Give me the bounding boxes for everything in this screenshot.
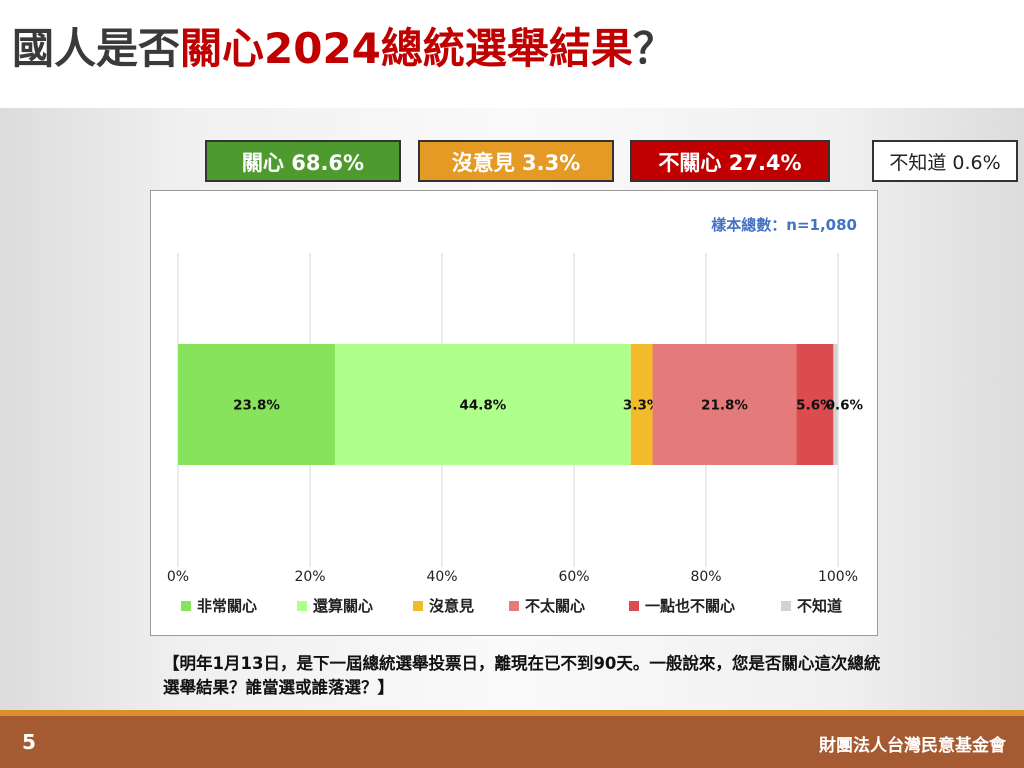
legend-swatch [509,601,519,611]
bar-data-label: 44.8% [459,398,506,414]
survey-question: 【明年1月13日，是下一屆總統選舉投票日，離現在已不到90天。一般說來，您是否關… [163,654,881,697]
summary-not-care-box: 不關心 27.4% [630,140,830,182]
organization-name: 財團法人台灣民意基金會 [819,736,1006,756]
title-prefix: 國人是否 [12,24,181,73]
bar-segment [178,344,336,465]
page-title: 國人是否關心2024總統選舉結果？ [12,14,675,84]
summary-neutral-box: 沒意見 3.3% [418,140,614,182]
sample-size-label: 樣本總數：n=1,080 [711,216,857,234]
summary-dont-know-box: 不知道 0.6% [872,140,1018,182]
legend-label: 不知道 [797,597,842,615]
x-tick-label: 0% [167,569,189,585]
x-tick-label: 100% [818,569,858,585]
bar-data-label: 23.8% [233,398,280,414]
bar-segment [796,344,834,465]
legend-swatch [297,601,307,611]
bar-data-label: 5.6% [796,398,834,414]
legend-swatch [781,601,791,611]
bar-data-label: 21.8% [701,398,748,414]
legend-swatch [181,601,191,611]
bar-segment [833,344,838,465]
footer-bar: 5 財團法人台灣民意基金會 [0,716,1024,768]
x-tick-label: 40% [426,569,457,585]
legend-label: 沒意見 [429,597,474,615]
legend-label: 非常關心 [197,597,257,615]
bar-data-label: 3.3% [623,398,661,414]
summary-care-box: 關心 68.6% [205,140,401,182]
stacked-bar-chart: 樣本總數：n=1,080 0% 20% 40% 60% 80% 100% 23.8% 44.8%… [167,216,864,615]
title-suffix: ？ [632,24,675,73]
bar-data-label: 0.6% [826,398,864,414]
x-tick-label: 60% [558,569,589,585]
bar-segment [335,344,631,465]
bar-segment [652,344,797,465]
bar-segment [630,344,653,465]
legend-swatch [413,601,423,611]
footer-accent-line [0,710,1024,716]
x-tick-label: 20% [294,569,325,585]
legend-label: 不太關心 [525,597,585,615]
page-number: 5 [22,730,36,754]
chart-panel: 樣本總數：n=1,080 0% 20% 40% 60% 80% 100% 23.8% 44.8%… [150,190,878,636]
x-tick-label: 80% [690,569,721,585]
legend-label: 還算關心 [313,597,373,615]
legend-label: 一點也不關心 [645,597,735,615]
legend-swatch [629,601,639,611]
title-highlight: 關心2024總統選舉結果 [180,24,633,73]
